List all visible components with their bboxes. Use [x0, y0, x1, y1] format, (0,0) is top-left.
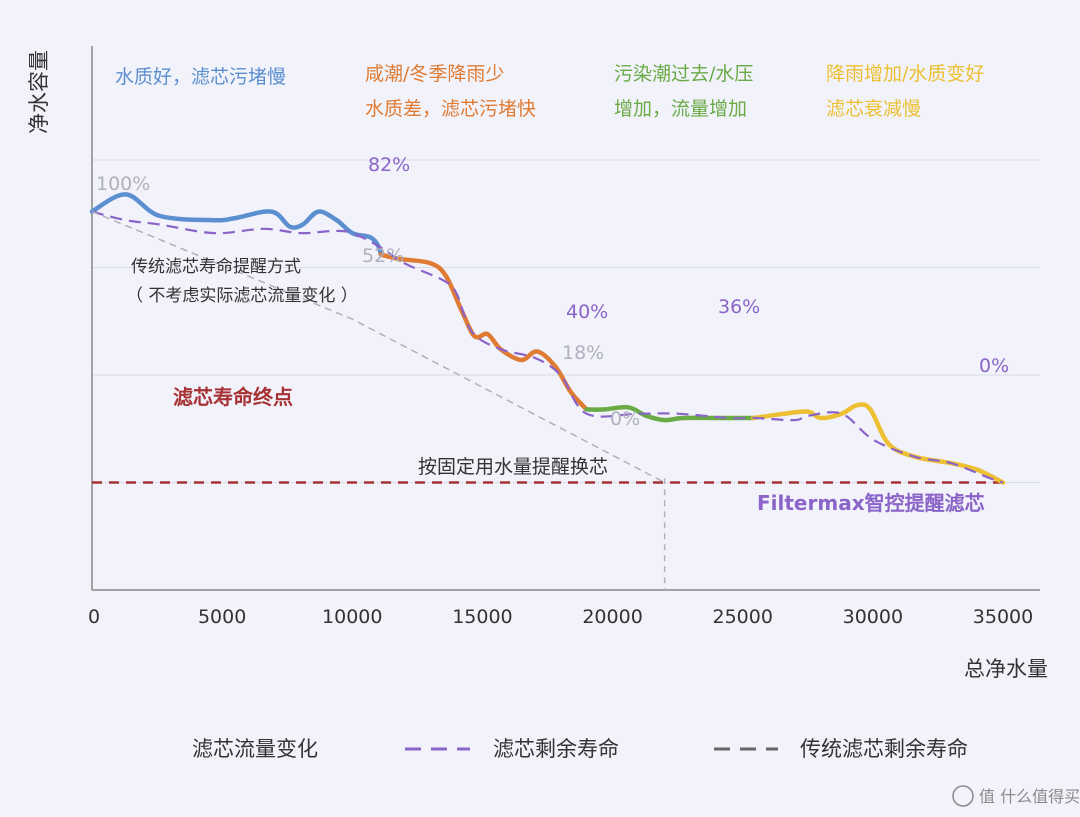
x-tick-label-15000: 15000: [452, 606, 512, 628]
watermark-text: 值 什么值得买: [979, 787, 1080, 806]
x-tick-label-25000: 25000: [712, 606, 772, 628]
legend-label-remaining: 滤芯剩余寿命: [493, 737, 619, 761]
x-tick-label-20000: 20000: [582, 606, 642, 628]
filtermax-reminder-label: Filtermax智控提醒滤芯: [757, 491, 985, 515]
flow-segment-orange: [378, 252, 589, 412]
lifespan-endpoint-label: 滤芯寿命终点: [173, 385, 293, 409]
traditional-life-line: [91, 210, 665, 484]
note-rain-increase: 降雨增加/水质变好: [826, 63, 984, 85]
note-flow-increase: 增加，流量增加: [614, 98, 747, 120]
label-18: 18%: [562, 342, 604, 364]
traditional-method-title: 传统滤芯寿命提醒方式: [131, 257, 301, 277]
label-82: 82%: [368, 154, 410, 176]
legend-label-traditional: 传统滤芯剩余寿命: [800, 737, 968, 761]
label-40: 40%: [566, 301, 608, 323]
watermark: 值 什么值得买: [952, 785, 1080, 807]
legend-label-flow: 滤芯流量变化: [192, 737, 318, 761]
note-slow-decay: 滤芯衰减慢: [826, 98, 921, 120]
x-tick-label-0: 0: [88, 606, 100, 628]
legend: 滤芯流量变化 滤芯剩余寿命 传统滤芯剩余寿命: [100, 737, 968, 761]
watermark-logo: [952, 785, 974, 807]
label-0-filtermax: 0%: [979, 355, 1009, 377]
label-36: 36%: [718, 296, 760, 318]
x-tick-label-5000: 5000: [198, 606, 246, 628]
lifespan-endpoint-label-bg: [167, 384, 313, 410]
y-axis-label: 净水容量: [27, 50, 51, 134]
flow-segment-blue: [89, 192, 384, 257]
x-tick-label-10000: 10000: [322, 606, 382, 628]
label-0-traditional: 0%: [610, 408, 640, 430]
series: [89, 192, 1006, 485]
flow-segment-green: [584, 404, 756, 423]
x-axis-label: 总净水量: [964, 657, 1048, 681]
traditional-method-subtitle: （ 不考虑实际滤芯流量变化 ）: [126, 286, 358, 306]
note-pollution-past: 污染潮过去/水压: [614, 63, 753, 85]
x-tick-label-30000: 30000: [843, 606, 903, 628]
axes: 净水容量 0 5000 10000 15000 20000 25000 30000 35000 总…: [27, 46, 1048, 681]
note-water-good: 水质好，滤芯污堵慢: [115, 66, 286, 88]
note-salt-tide: 咸潮/冬季降雨少: [365, 63, 504, 85]
remaining-life-line: [91, 210, 1004, 484]
x-tick-label-35000: 35000: [973, 606, 1033, 628]
label-100: 100%: [96, 173, 150, 195]
fixed-volume-reminder-label: 按固定用水量提醒换芯: [418, 456, 608, 478]
note-water-poor: 水质差，滤芯污堵快: [365, 98, 536, 120]
label-52: 52%: [362, 245, 404, 267]
